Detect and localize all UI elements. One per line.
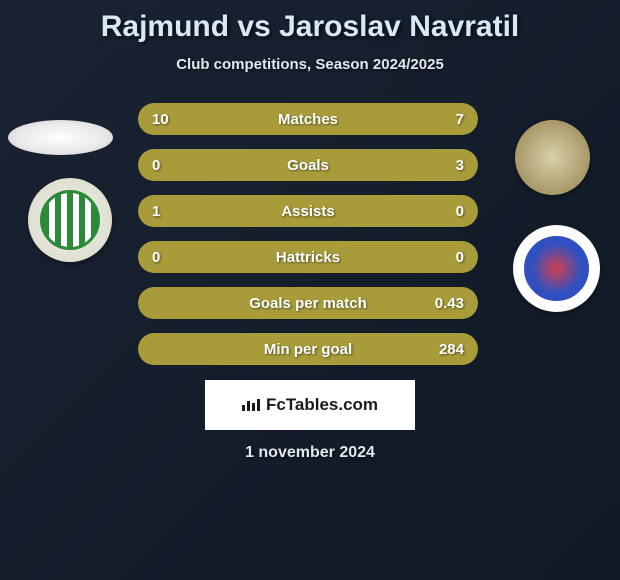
stat-row-goals: 0 Goals 3 — [138, 149, 478, 181]
stat-row-goals-per-match: Goals per match 0.43 — [138, 287, 478, 319]
brand-text: FcTables.com — [266, 395, 378, 415]
player-left-avatar — [8, 120, 113, 155]
stat-value-right: 7 — [456, 111, 464, 128]
stat-row-hattricks: 0 Hattricks 0 — [138, 241, 478, 273]
stat-row-min-per-goal: Min per goal 284 — [138, 333, 478, 365]
club-right-badge — [513, 225, 600, 312]
stat-label: Goals per match — [138, 295, 478, 312]
stat-value-right: 284 — [439, 341, 464, 358]
chart-icon — [242, 397, 260, 414]
stat-label: Assists — [138, 203, 478, 220]
stat-label: Matches — [138, 111, 478, 128]
comparison-card: Rajmund vs Jaroslav Navratil Club compet… — [0, 0, 620, 580]
stat-value-right: 3 — [456, 157, 464, 174]
stat-label: Goals — [138, 157, 478, 174]
footer-date: 1 november 2024 — [0, 444, 620, 462]
stat-value-right: 0 — [456, 249, 464, 266]
stat-value-right: 0.43 — [435, 295, 464, 312]
brand-logo[interactable]: FcTables.com — [205, 380, 415, 430]
stats-list: 10 Matches 7 0 Goals 3 1 Assists 0 0 Hat… — [138, 103, 478, 365]
club-left-crest-icon — [40, 190, 100, 250]
stat-label: Min per goal — [138, 341, 478, 358]
club-right-crest-icon — [524, 236, 589, 301]
stat-label: Hattricks — [138, 249, 478, 266]
club-left-badge — [28, 178, 112, 262]
stat-value-right: 0 — [456, 203, 464, 220]
page-title: Rajmund vs Jaroslav Navratil — [0, 10, 620, 44]
stat-row-assists: 1 Assists 0 — [138, 195, 478, 227]
subtitle: Club competitions, Season 2024/2025 — [0, 56, 620, 73]
stat-row-matches: 10 Matches 7 — [138, 103, 478, 135]
player-right-avatar — [515, 120, 590, 195]
